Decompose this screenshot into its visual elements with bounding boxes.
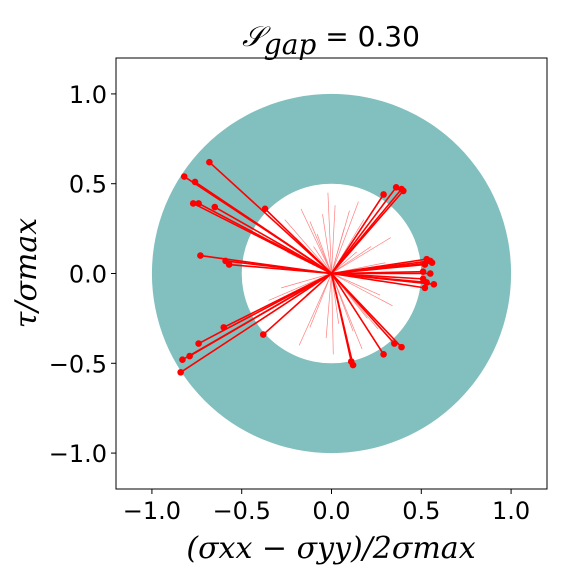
outlier-line-23 bbox=[331, 272, 426, 289]
outlier-line-22 bbox=[331, 272, 434, 286]
faint-line-20 bbox=[300, 208, 332, 274]
outlier-line-5 bbox=[214, 206, 332, 275]
outlier-line-29 bbox=[262, 272, 333, 336]
outlier-line-0 bbox=[208, 161, 333, 275]
outlier-point-0 bbox=[206, 158, 213, 166]
outlier-line-9 bbox=[229, 263, 332, 275]
faint-line-11 bbox=[331, 273, 381, 296]
faint-line-21 bbox=[331, 201, 359, 274]
faint-line-30 bbox=[313, 246, 332, 274]
outlier-point-27 bbox=[195, 340, 202, 347]
outlier-line-28 bbox=[223, 272, 332, 329]
outlier-point-9 bbox=[225, 261, 233, 268]
faint-line-10 bbox=[281, 273, 332, 289]
plot-area bbox=[151, 93, 512, 454]
faint-line-33 bbox=[331, 251, 357, 274]
y-tick-label-3: 0.5 bbox=[69, 171, 107, 199]
outlier-line-13 bbox=[330, 190, 404, 275]
outlier-point-26 bbox=[186, 352, 193, 360]
faint-line-27 bbox=[331, 273, 363, 350]
faint-line-28 bbox=[327, 192, 332, 274]
faint-line-16 bbox=[325, 273, 332, 339]
outlier-point-3 bbox=[189, 200, 197, 207]
faint-line-29 bbox=[331, 273, 334, 355]
y-axis-label: τ/σmax bbox=[9, 218, 44, 329]
faint-line-25 bbox=[331, 273, 393, 307]
outlier-line-2 bbox=[194, 181, 332, 275]
chart-title: 𝒮gap = 0.30 bbox=[242, 20, 420, 61]
x-tick-label-0: −1.0 bbox=[123, 497, 181, 525]
outlier-point-34 bbox=[398, 343, 405, 351]
outlier-line-10 bbox=[330, 194, 385, 274]
outlier-point-13 bbox=[400, 187, 407, 195]
outlier-line-4 bbox=[198, 202, 332, 275]
outlier-point-32 bbox=[380, 351, 387, 358]
outlier-line-31 bbox=[330, 273, 353, 362]
faint-line-0 bbox=[322, 214, 332, 274]
y-tick-label-1: −0.5 bbox=[49, 350, 107, 378]
outlier-point-4 bbox=[195, 200, 202, 207]
outlier-point-6 bbox=[261, 205, 269, 213]
outlier-line-34 bbox=[330, 272, 403, 348]
outlier-line-24 bbox=[180, 272, 332, 373]
faint-line-23 bbox=[331, 237, 391, 274]
outlier-point-5 bbox=[211, 203, 219, 211]
outlier-point-33 bbox=[391, 340, 398, 347]
axis-ticks: −1.0 −0.5 0.0 0.5 1.0 −1.0 −0.5 0.0 0.5 1.0 bbox=[49, 81, 530, 525]
outlier-point-7 bbox=[197, 252, 204, 259]
outlier-point-19 bbox=[426, 270, 434, 277]
faint-line-2 bbox=[309, 221, 332, 274]
outlier-point-23 bbox=[421, 284, 429, 292]
outlier-point-18 bbox=[419, 268, 427, 276]
y-tick-label-0: −1.0 bbox=[49, 440, 107, 468]
x-tick-label-4: 1.0 bbox=[492, 497, 530, 525]
x-tick-label-2: 0.0 bbox=[312, 497, 350, 525]
faint-line-18 bbox=[316, 233, 332, 274]
outlier-line-11 bbox=[330, 186, 397, 274]
x-axis-label: (σxx − σyy)/2σmax bbox=[186, 531, 475, 566]
faint-line-7 bbox=[331, 246, 372, 274]
outlier-point-10 bbox=[380, 191, 387, 198]
outlier-point-1 bbox=[180, 173, 188, 180]
outlier-point-2 bbox=[191, 178, 199, 186]
title-value: = 0.30 bbox=[316, 20, 420, 53]
y-tick-label-4: 1.0 bbox=[69, 81, 107, 109]
faint-line-14 bbox=[309, 273, 332, 328]
outlier-point-17 bbox=[421, 261, 429, 268]
y-tick-label-2: 0.0 bbox=[69, 261, 107, 289]
outlier-point-28 bbox=[220, 324, 228, 331]
outlier-line-17 bbox=[331, 263, 425, 275]
outlier-point-11 bbox=[392, 184, 400, 191]
x-tick-label-1: −0.5 bbox=[213, 497, 271, 525]
faint-line-26 bbox=[298, 273, 332, 346]
outlier-point-29 bbox=[259, 331, 267, 338]
outlier-point-31 bbox=[347, 358, 355, 365]
faint-line-19 bbox=[331, 228, 345, 274]
outlier-line-26 bbox=[189, 272, 332, 357]
outlier-point-25 bbox=[179, 356, 186, 364]
title-subscript: gap bbox=[264, 28, 317, 61]
outlier-line-6 bbox=[264, 208, 333, 275]
x-tick-label-3: 0.5 bbox=[402, 497, 440, 525]
outlier-point-22 bbox=[430, 280, 438, 288]
outlier-point-24 bbox=[177, 368, 184, 376]
faint-line-1 bbox=[331, 205, 336, 274]
faint-line-34 bbox=[284, 219, 332, 274]
outlier-point-21 bbox=[423, 279, 430, 286]
outlier-line-32 bbox=[330, 273, 385, 355]
outlier-point-16 bbox=[428, 259, 436, 267]
